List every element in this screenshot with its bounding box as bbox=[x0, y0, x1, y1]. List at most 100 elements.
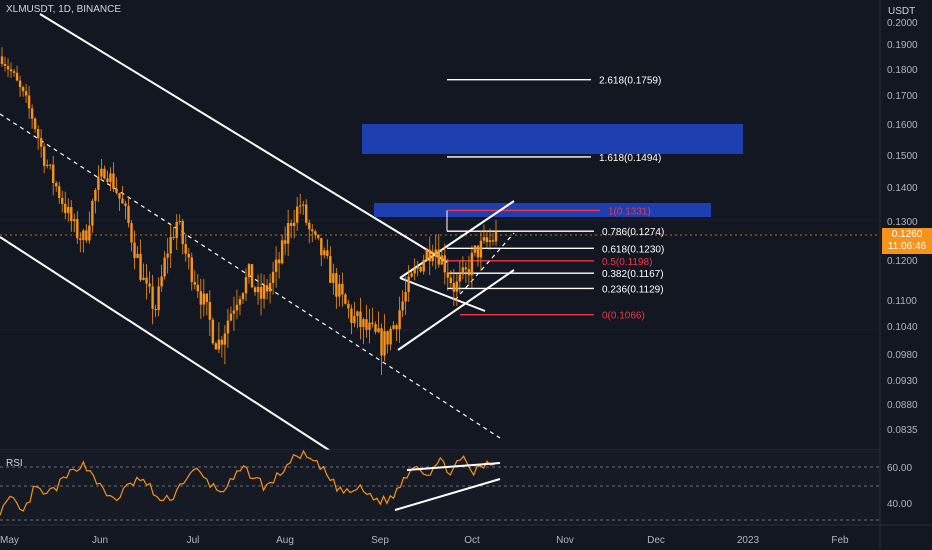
price-axis[interactable]: 0.2000 0.1900 0.1800 0.1700 0.1600 0.1500 0.14… bbox=[887, 18, 918, 436]
candle-body bbox=[401, 301, 404, 311]
candle-body bbox=[329, 256, 332, 283]
candle-body bbox=[24, 91, 28, 96]
candle-body bbox=[145, 277, 148, 284]
candle-body bbox=[103, 168, 106, 179]
candle-body bbox=[326, 250, 329, 257]
candle-body bbox=[283, 240, 287, 244]
candle-body bbox=[416, 267, 419, 269]
candle-body bbox=[121, 198, 124, 204]
candle-body bbox=[491, 240, 495, 242]
currency-label: USDT bbox=[888, 6, 915, 17]
candle-body bbox=[94, 189, 97, 201]
rising-wedge[interactable] bbox=[397, 200, 515, 351]
candle-body bbox=[428, 249, 431, 262]
candle-body bbox=[100, 168, 103, 177]
candle-body bbox=[377, 328, 380, 332]
candle-body bbox=[178, 221, 181, 223]
candle-body bbox=[157, 286, 160, 311]
fib-level-label: 2.618(0.1759) bbox=[599, 76, 661, 87]
candle-body bbox=[229, 313, 233, 321]
candle-body bbox=[299, 205, 302, 207]
candle-body bbox=[362, 319, 365, 328]
candle-body bbox=[488, 240, 492, 242]
candle-body bbox=[130, 223, 133, 243]
price-tick-label: 0.1700 bbox=[887, 91, 918, 102]
fib-level-label: 0(0.1066) bbox=[602, 311, 645, 322]
candle-body bbox=[48, 164, 52, 166]
candle-body bbox=[0, 56, 4, 64]
candle-body bbox=[443, 255, 446, 273]
fib-level-label: 0.382(0.1167) bbox=[602, 269, 664, 280]
candle-body bbox=[226, 320, 230, 334]
candle-body bbox=[36, 129, 40, 139]
candle-body bbox=[494, 231, 498, 242]
candle-body bbox=[289, 223, 293, 226]
candle-body bbox=[133, 242, 136, 258]
symbol-title[interactable]: XLMUSDT, 1D, BINANCE bbox=[6, 4, 122, 15]
time-tick-label: 2023 bbox=[737, 535, 760, 546]
candle-body bbox=[323, 250, 326, 256]
candle-body bbox=[277, 259, 281, 264]
candle-body bbox=[73, 219, 76, 222]
rsi-wedge[interactable] bbox=[394, 462, 501, 511]
candle-body bbox=[482, 237, 486, 241]
candle-body bbox=[241, 293, 245, 300]
candle-body bbox=[70, 207, 73, 222]
price-tick-label: 0.1400 bbox=[887, 183, 918, 194]
rsi-indicator-label[interactable]: RSI bbox=[6, 458, 23, 469]
candle-body bbox=[467, 269, 471, 276]
price-tick-label: 0.2000 bbox=[887, 18, 918, 29]
candle-body bbox=[314, 231, 317, 235]
candle-body bbox=[136, 253, 139, 258]
candle-body bbox=[127, 206, 130, 224]
candle-body bbox=[235, 304, 239, 311]
channel-lower-line[interactable] bbox=[0, 236, 333, 453]
price-tick-label: 0.1900 bbox=[887, 40, 918, 51]
price-tick-label: 0.0880 bbox=[887, 400, 918, 411]
candle-body bbox=[410, 273, 413, 277]
candle-body bbox=[458, 274, 462, 282]
price-tick-label: 0.1800 bbox=[887, 65, 918, 76]
last-price-tag: 0.1260 11:06:46 bbox=[882, 228, 932, 254]
fib-level-label: 0.618(0.1230) bbox=[602, 244, 664, 255]
candle-body bbox=[308, 222, 311, 230]
candle-body bbox=[91, 200, 94, 226]
candle-body bbox=[286, 223, 290, 244]
target-zone-upper[interactable] bbox=[362, 124, 743, 154]
candle-body bbox=[9, 69, 13, 72]
price-tick-label: 0.1600 bbox=[887, 120, 918, 131]
candle-body bbox=[82, 230, 85, 240]
candle-body bbox=[151, 286, 154, 309]
candle-body bbox=[232, 310, 236, 314]
candle-body bbox=[199, 291, 203, 305]
candle-body bbox=[425, 249, 428, 260]
candle-body bbox=[55, 182, 58, 187]
price-tick-label: 0.1040 bbox=[887, 322, 918, 333]
candle-body bbox=[265, 285, 269, 292]
candle-body bbox=[413, 268, 416, 274]
candle-body bbox=[419, 267, 422, 272]
time-tick-label: Nov bbox=[556, 535, 574, 546]
candle-body bbox=[365, 319, 368, 330]
time-axis[interactable]: May Jun Jul Aug Sep Oct Nov Dec 2023 Feb bbox=[0, 535, 849, 546]
candle-body bbox=[21, 87, 25, 92]
candle-body bbox=[142, 277, 145, 280]
candle-body bbox=[398, 310, 401, 330]
candle-body bbox=[404, 292, 407, 302]
candle-body bbox=[341, 283, 344, 295]
candle-body bbox=[368, 322, 371, 330]
candle-body bbox=[33, 118, 37, 130]
channel-upper-line[interactable] bbox=[39, 13, 448, 263]
candle-body bbox=[407, 276, 410, 293]
candle-body bbox=[422, 259, 425, 272]
fibonacci-levels[interactable]: 2.618(0.1759) 1.618(0.1494) 1(0.1331) 0.786… bbox=[446, 76, 664, 322]
candle-body bbox=[353, 316, 356, 323]
candle-body bbox=[380, 328, 383, 356]
candle-body bbox=[305, 204, 308, 223]
time-tick-label: Sep bbox=[371, 535, 389, 546]
candle-body bbox=[27, 95, 31, 109]
candle-body bbox=[67, 207, 70, 213]
time-tick-label: Jul bbox=[187, 535, 200, 546]
candle-body bbox=[317, 234, 320, 239]
